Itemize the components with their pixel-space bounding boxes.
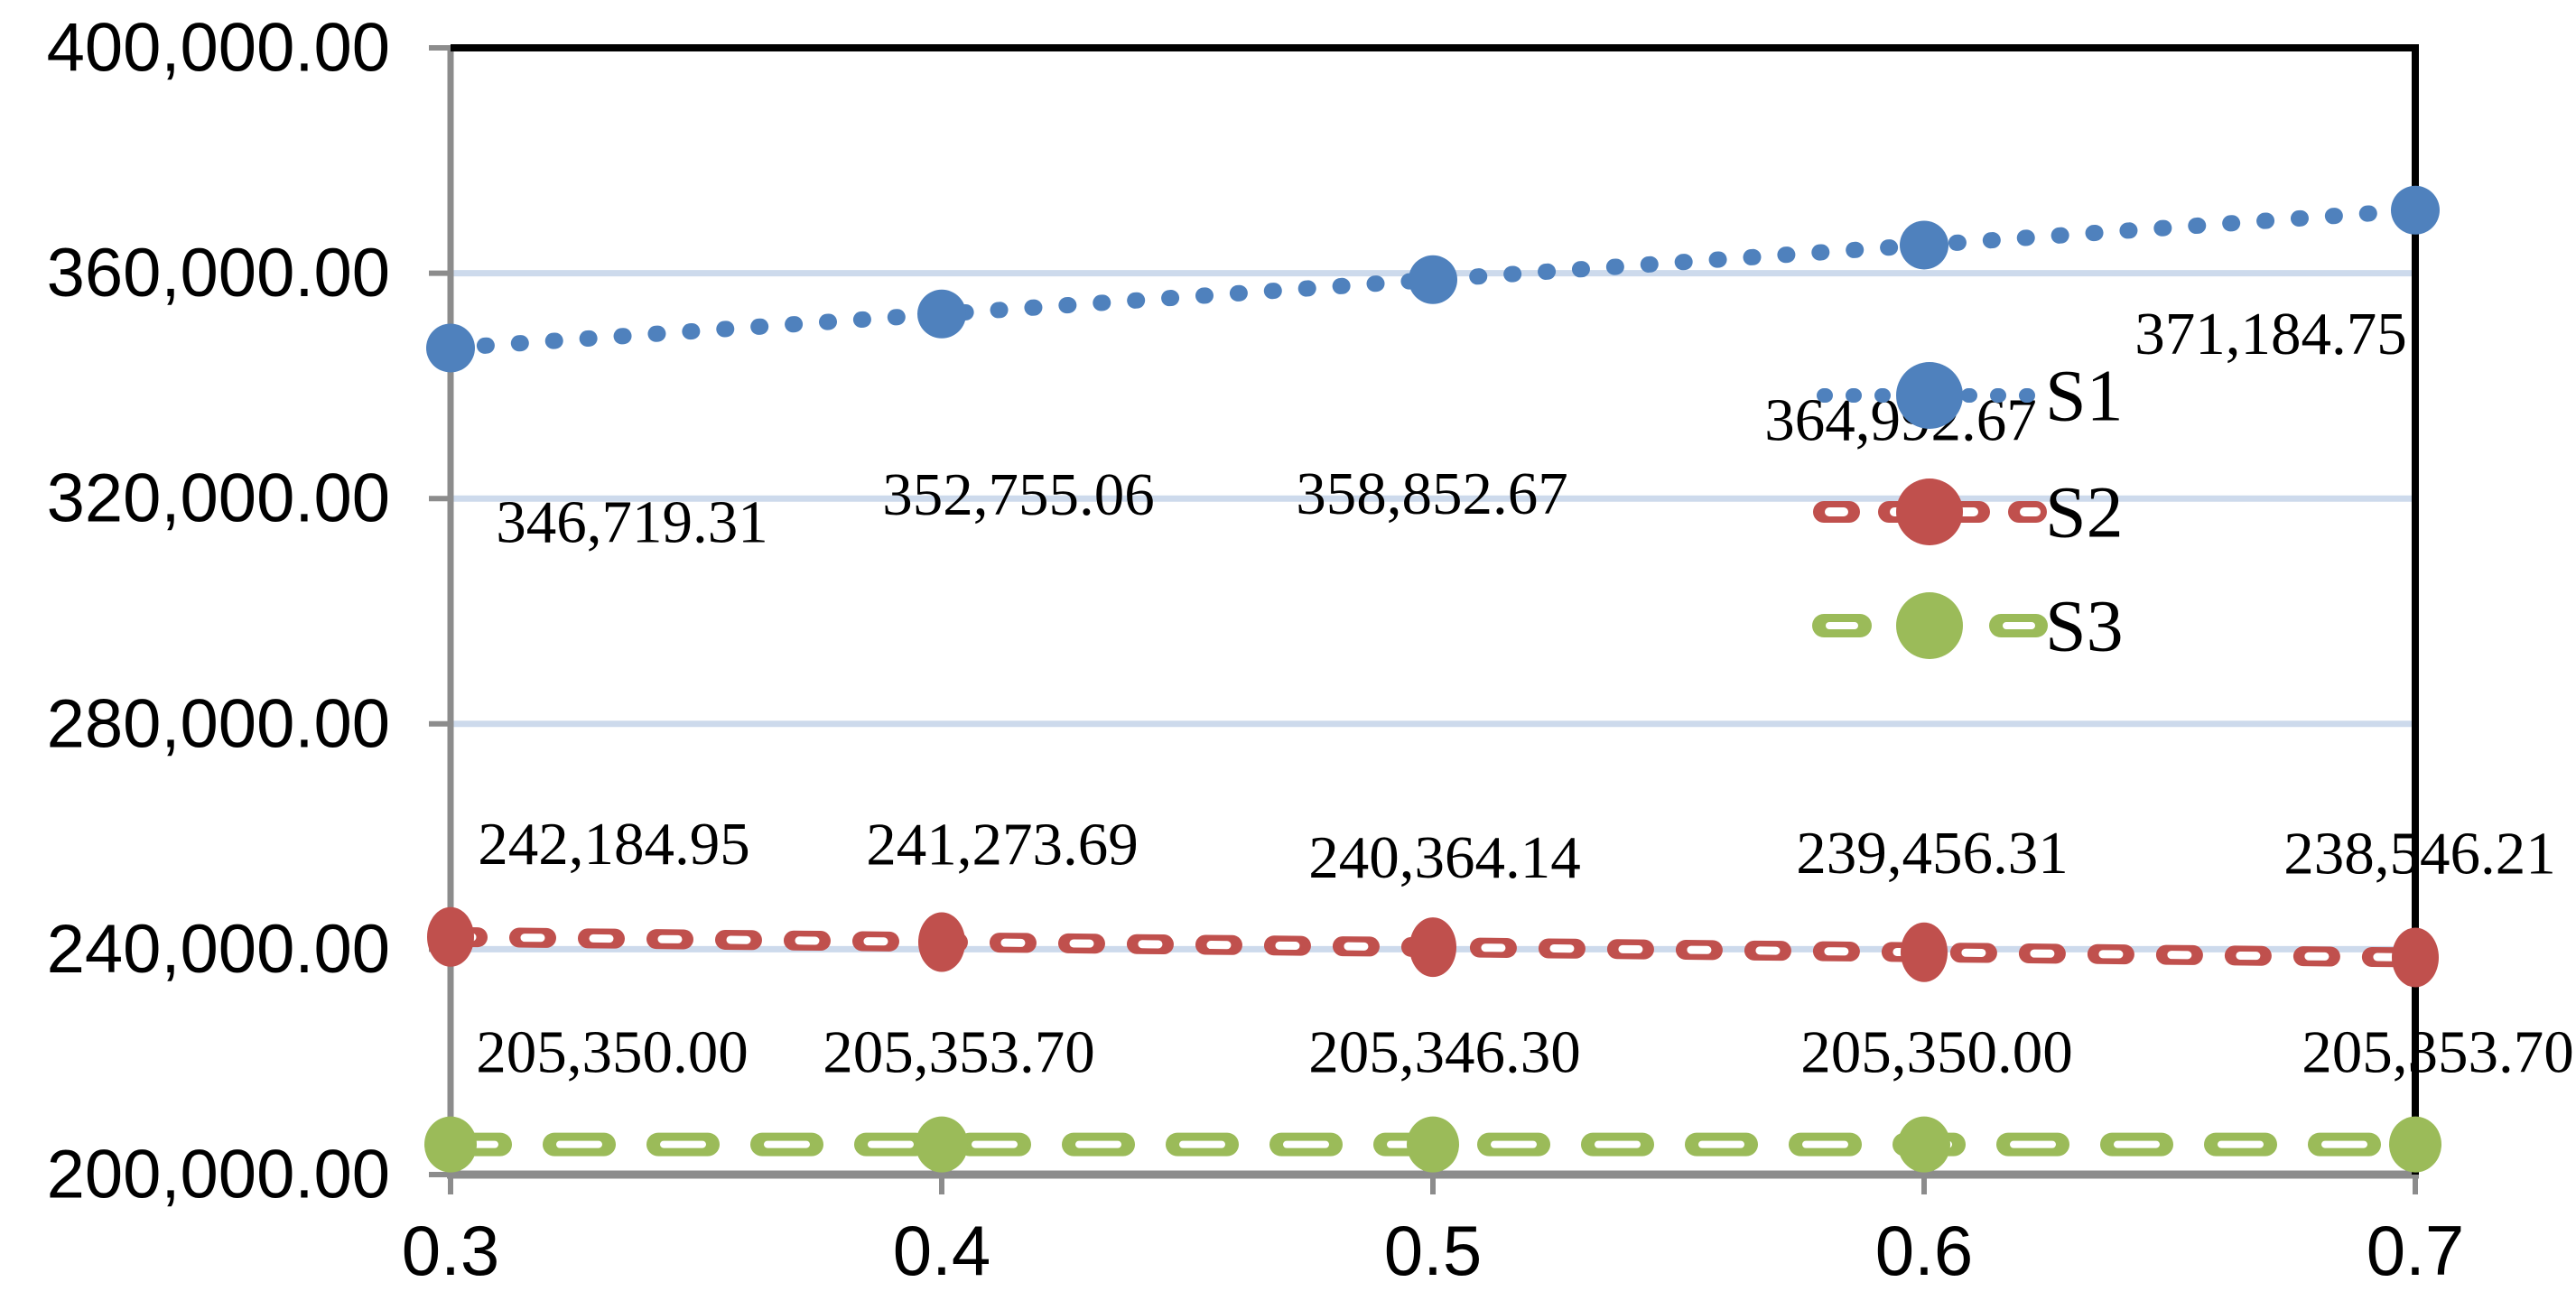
data-label-s1: 358,852.67 (1296, 460, 1568, 527)
marker-s1 (2391, 185, 2440, 235)
marker-s2 (427, 906, 474, 967)
data-label-s2: 240,364.14 (1308, 824, 1581, 891)
data-label-s3: 205,350.00 (1800, 1019, 2073, 1086)
y-axis-label: 200,000.00 (47, 1137, 390, 1213)
marker-s3 (916, 1116, 968, 1173)
y-axis-label: 240,000.00 (47, 911, 390, 988)
data-label-s1: 371,184.75 (2134, 301, 2407, 367)
y-axis-label: 280,000.00 (47, 685, 390, 762)
data-label-s1: 352,755.06 (882, 461, 1155, 528)
data-label-s3: 205,353.70 (2302, 1019, 2574, 1086)
series-line-s1 (442, 201, 2423, 357)
x-axis-label: 0.6 (1875, 1211, 1973, 1290)
legend-marker-s1 (1896, 362, 1963, 429)
marker-s1 (426, 323, 475, 373)
data-label-s2: 239,456.31 (1796, 820, 2069, 887)
marker-s1 (1409, 255, 1457, 304)
marker-s3 (2389, 1116, 2441, 1173)
legend-marker-s2 (1896, 478, 1963, 545)
y-axis-label: 320,000.00 (47, 460, 390, 537)
data-label-s3: 205,346.30 (1308, 1019, 1581, 1086)
y-axis-label: 360,000.00 (47, 235, 390, 311)
legend-label-s2: S2 (2045, 471, 2124, 553)
marker-s2 (918, 912, 965, 972)
marker-s1 (917, 289, 966, 339)
marker-s1 (1900, 220, 1948, 270)
data-label-s3: 205,350.00 (476, 1019, 749, 1086)
y-axis-label: 400,000.00 (47, 10, 390, 87)
data-label-s3: 205,353.70 (823, 1019, 1095, 1086)
data-label-s2: 238,546.21 (2283, 820, 2556, 887)
marker-s2 (2392, 927, 2439, 988)
x-axis-label: 0.7 (2367, 1211, 2464, 1290)
x-axis-label: 0.5 (1384, 1211, 1482, 1290)
x-axis-label: 0.4 (893, 1211, 990, 1290)
marker-s3 (1407, 1116, 1459, 1173)
legend-label-s3: S3 (2045, 585, 2124, 667)
marker-s3 (424, 1116, 477, 1173)
data-label-s2: 241,273.69 (866, 811, 1139, 878)
legend-label-s1: S1 (2045, 355, 2124, 437)
x-axis-label: 0.3 (402, 1211, 499, 1290)
legend-marker-s3 (1896, 592, 1963, 659)
marker-s2 (1901, 922, 1948, 982)
data-label-s1: 346,719.31 (496, 488, 768, 555)
marker-s3 (1898, 1116, 1950, 1173)
data-label-s2: 242,184.95 (478, 811, 750, 878)
marker-s2 (1409, 917, 1456, 978)
